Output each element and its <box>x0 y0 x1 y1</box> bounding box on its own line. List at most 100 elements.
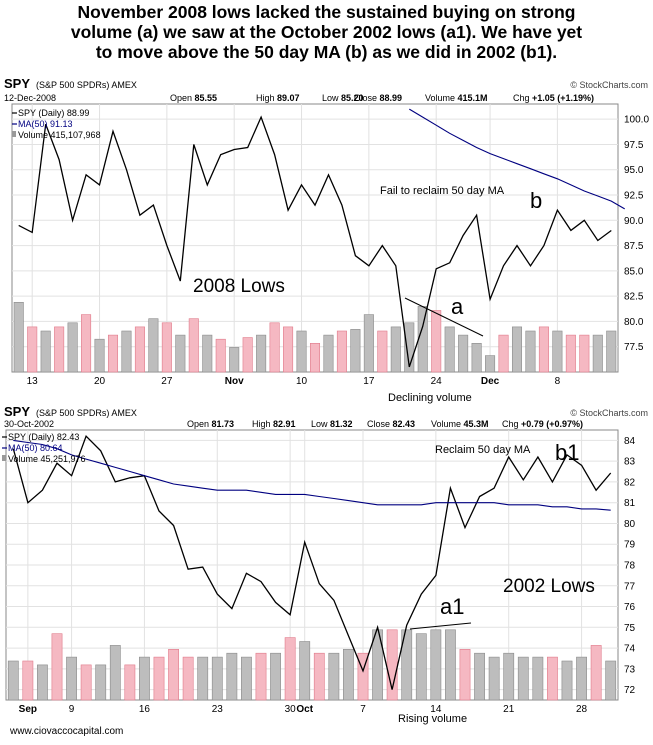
website-footer: www.ciovaccocapital.com <box>10 726 124 737</box>
chart-2002-quote-chg: Chg +0.79 (+0.97%) <box>502 419 583 429</box>
chart-2008-quote-open: Open 85.55 <box>170 93 217 103</box>
chart-2008-volume-bar <box>107 334 119 373</box>
chart-2008-volume-bar <box>121 330 132 373</box>
chart-2002-volume-bar <box>605 660 617 701</box>
chart-2008-xtick-label: 10 <box>296 376 308 387</box>
chart-2002-volume-bar <box>488 656 500 701</box>
chart-2002-quote-chg-value: +0.79 (+0.97%) <box>521 419 583 429</box>
chart-2002-ytick-label: 77 <box>624 581 636 592</box>
chart-2002-volume-bar <box>517 656 529 701</box>
chart-2008-quote-volume-value: 415.1M <box>458 93 488 103</box>
chart-2008-volume-bar <box>188 318 199 373</box>
chart-2008-quote-close-value: 88.99 <box>380 93 403 103</box>
chart-2002-quote-low-value: 81.32 <box>330 419 353 429</box>
headline-line-2: volume (a) we saw at the October 2002 lo… <box>70 22 583 42</box>
chart-2008-xtick-label: 24 <box>431 376 443 387</box>
chart-2002-ma50-line <box>13 439 611 511</box>
chart-2002-price-line <box>12 435 612 690</box>
chart-2002-volume-bar <box>197 656 209 701</box>
chart-2002-quote-chg-label: Chg <box>502 419 521 429</box>
chart-2008-quote-volume-label: Volume <box>425 93 458 103</box>
headline-line-3: to move above the 50 day MA (b) as we di… <box>95 42 558 62</box>
chart-2002-volume-bar <box>80 664 92 701</box>
chart-2002-quote-open: Open 81.73 <box>187 419 234 429</box>
chart-2008-quote-high-label: High <box>256 93 277 103</box>
chart-2008-volume-bar <box>498 334 509 373</box>
chart-2002-volume-bar <box>182 656 194 701</box>
chart-2002-legend-entry: MA(50) 80.64 <box>8 443 63 453</box>
chart-2008-xtick-label: 13 <box>27 376 39 387</box>
chart-2002-volume-bar <box>576 656 587 701</box>
chart-2008-volume-bar <box>390 326 401 373</box>
chart-2008-volume-bar <box>485 355 496 373</box>
chart-2008-quote-open-label: Open <box>170 93 195 103</box>
chart-2002-ytick-label: 75 <box>624 623 636 634</box>
chart-2002-volume-bar <box>153 656 165 701</box>
chart-2002-ytick-label: 74 <box>624 644 636 655</box>
chart-2008-volume-bar <box>525 330 536 373</box>
chart-2008-ytick-label: 87.5 <box>624 241 644 252</box>
chart-2008-quote-open-value: 85.55 <box>195 93 218 103</box>
chart-2002-xtick-label: 16 <box>139 704 151 715</box>
chart-2008-volume-bar <box>94 338 105 373</box>
chart-2002-legend-entry: Volume 45,251,976 <box>8 454 86 464</box>
chart-2002-label-b: b1 <box>555 440 579 465</box>
chart-2008-lows-label: 2008 Lows <box>193 276 285 297</box>
chart-2002-quote-high-value: 82.91 <box>273 419 296 429</box>
chart-2008-xtick-label: 27 <box>161 376 173 387</box>
chart-2008-volume-bar <box>350 329 361 373</box>
chart-2002-ytick-label: 76 <box>624 602 636 613</box>
chart-2008-volume-bar <box>336 330 347 373</box>
chart-2008-ytick-label: 80.0 <box>624 317 644 328</box>
chart-2002-quote-volume: Volume 45.3M <box>431 419 489 429</box>
chart-2008-quote-chg: Chg +1.05 (+1.19%) <box>513 93 594 103</box>
chart-2002-xtick-label: Sep <box>19 704 37 715</box>
chart-2002-ytick-label: 84 <box>624 436 636 447</box>
chart-2002-quote-high-label: High <box>252 419 273 429</box>
chart-2002-volume-bar <box>503 652 515 701</box>
chart-2008-volume-bar <box>552 330 563 373</box>
chart-2002-volume-note: Rising volume <box>398 713 467 725</box>
chart-2008-ytick-label: 82.5 <box>624 292 644 303</box>
chart-2002-xtick-label: 14 <box>430 704 442 715</box>
chart-2002-volume-bar <box>66 656 77 701</box>
chart-2002-label-a: a1 <box>440 594 464 619</box>
chart-2008-volume-bar <box>40 330 51 373</box>
chart-2008-ytick-label: 92.5 <box>624 191 644 202</box>
chart-2008-ytick-label: 97.5 <box>624 140 644 151</box>
chart-2008-volume-bar <box>511 326 523 373</box>
chart-2002-volume-bar <box>95 664 107 701</box>
chart-2002-ytick-label: 73 <box>624 664 636 675</box>
chart-2002-quote-volume-label: Volume <box>431 419 464 429</box>
chart-2002-volume-bar <box>284 637 296 701</box>
chart-2008-ytick-label: 95.0 <box>624 165 644 176</box>
chart-2008-quote-chg-value: +1.05 (+1.19%) <box>532 93 594 103</box>
chart-2002-volume-bar <box>343 649 354 701</box>
chart-2008-volume-bar <box>431 310 442 373</box>
chart-2008-volume-bar <box>54 326 65 373</box>
chart-2008-volume-bar <box>13 302 24 373</box>
chart-2008-volume-bar <box>215 338 226 373</box>
chart-2002-quote-volume-value: 45.3M <box>464 419 489 429</box>
chart-2008-date: 12-Dec-2008 <box>4 93 56 103</box>
chart-2002-ytick-label: 81 <box>624 498 636 509</box>
chart-2008-volume-bar <box>538 326 549 373</box>
chart-2002-volume-bar <box>445 629 456 701</box>
chart-2002-quote-close: Close 82.43 <box>367 419 415 429</box>
chart-2002-volume-bar <box>124 664 136 701</box>
chart-2008-ytick-label: 77.5 <box>624 342 644 353</box>
chart-2008-volume-bar <box>404 322 415 373</box>
chart-2008-volume-bar <box>606 330 617 373</box>
chart-2002-ytick-label: 79 <box>624 540 636 551</box>
chart-2008-volume-trendline <box>404 297 484 337</box>
chart-2008-xtick-label: 17 <box>363 376 375 387</box>
chart-2002-volume-bar <box>168 649 179 701</box>
chart-2008-volume-bar <box>377 330 388 373</box>
chart-2008-ytick-label: 85.0 <box>624 266 644 277</box>
chart-2002-xtick-label: 23 <box>212 704 224 715</box>
chart-2008-ytick-label: 90.0 <box>624 216 644 227</box>
chart-2002-volume-bar <box>401 629 413 701</box>
chart-2002-volume-bar <box>328 652 340 701</box>
chart-2008-quote-chg-label: Chg <box>513 93 532 103</box>
chart-2008-volume-bar <box>242 337 253 373</box>
